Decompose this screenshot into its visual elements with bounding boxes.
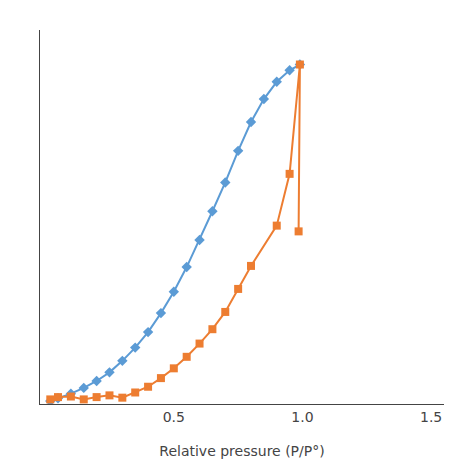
svg-text:Relative pressure (P/P°): Relative pressure (P/P°): [159, 443, 324, 459]
svg-text:1.5: 1.5: [420, 409, 442, 425]
svg-text:0.5: 0.5: [163, 409, 185, 425]
svg-text:1.0: 1.0: [291, 409, 313, 425]
